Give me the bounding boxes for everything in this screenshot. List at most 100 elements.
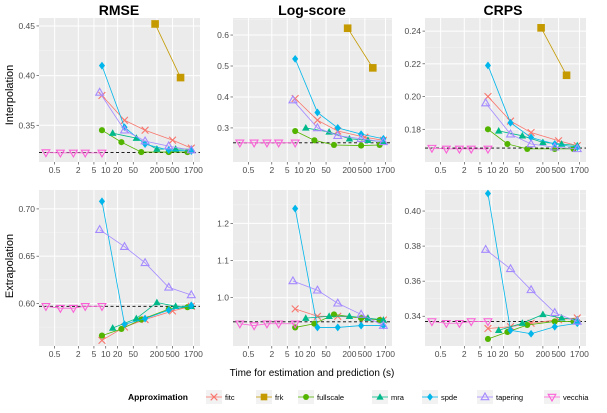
x-tick-label: 2 xyxy=(269,165,274,175)
point-mra xyxy=(494,326,503,333)
x-tick-label: 20 xyxy=(499,349,509,359)
x-tick-label: 200 xyxy=(150,349,164,359)
point-tapering xyxy=(312,122,323,132)
series-line-vecchia xyxy=(431,321,488,324)
y-tick-label: 0.24 xyxy=(404,26,421,36)
x-tick-label: 200 xyxy=(342,349,356,359)
point-vecchia xyxy=(454,145,465,155)
point-fullscale xyxy=(292,127,299,135)
y-tick-label: 0.65 xyxy=(18,251,35,261)
point-vecchia xyxy=(483,145,493,155)
point-fullscale xyxy=(504,140,511,148)
legend-key-vecchia-marker xyxy=(547,393,557,403)
point-spde xyxy=(292,54,299,63)
legend-label: fullscale xyxy=(317,393,344,402)
x-tick-label: 5 xyxy=(92,349,97,359)
point-mra xyxy=(379,316,388,323)
series-line-frk xyxy=(347,28,374,69)
point-tapering xyxy=(186,289,197,299)
y-tick-label: 0.3 xyxy=(217,123,229,133)
point-tapering xyxy=(312,285,323,294)
series-line-vecchia xyxy=(45,305,102,309)
y-tick-label: 0.35 xyxy=(18,120,35,130)
point-fullscale xyxy=(484,335,492,343)
point-tapering xyxy=(526,284,536,294)
point-mra xyxy=(108,129,117,136)
x-tick-label: 2 xyxy=(462,349,467,359)
point-tapering xyxy=(288,94,298,104)
point-tapering xyxy=(140,135,150,145)
point-spde xyxy=(98,61,106,70)
y-tick-label: 1.0 xyxy=(217,293,229,303)
x-tick-label: 2 xyxy=(76,165,81,175)
y-tick-label: 0.22 xyxy=(404,59,421,69)
point-spde xyxy=(528,133,535,142)
point-mra xyxy=(518,131,527,139)
point-vecchia xyxy=(483,318,493,327)
point-fitc xyxy=(141,126,149,135)
point-fullscale xyxy=(118,325,125,333)
point-mra xyxy=(494,126,503,134)
y-tick-label: 0.4 xyxy=(217,92,229,102)
y-tick-label: 0.20 xyxy=(404,92,421,102)
point-vecchia xyxy=(68,304,79,314)
point-vecchia xyxy=(80,303,91,312)
point-vecchia xyxy=(68,149,79,159)
panel-interpolation-log-score: 0.3 0.4 0.5 0.6 0.5 2 5 10 20 50 200 500 1700 xyxy=(217,18,395,175)
point-tapering xyxy=(356,133,366,143)
point-tapering xyxy=(332,298,343,307)
point-tapering xyxy=(572,316,583,325)
point-tapering xyxy=(505,128,516,138)
point-mra xyxy=(132,314,141,322)
point-mra xyxy=(518,319,527,326)
point-tapering xyxy=(119,241,130,250)
legend-key-spde-marker xyxy=(427,393,433,401)
point-fullscale xyxy=(98,127,106,134)
point-tapering xyxy=(140,257,150,267)
x-tick-label: 5 xyxy=(285,349,290,359)
point-tapering xyxy=(505,263,516,273)
point-tapering xyxy=(163,282,174,291)
series-line-frk xyxy=(154,23,181,78)
panel-interpolation-crps: 0.18 0.20 0.22 0.24 0.5 2 5 10 20 50 200 500 1700 xyxy=(404,18,589,175)
legend-label: frk xyxy=(275,393,284,402)
point-tapering xyxy=(378,136,389,146)
point-spde xyxy=(551,322,558,331)
point-mra xyxy=(153,298,161,306)
point-vecchia xyxy=(427,318,437,327)
point-frk xyxy=(537,24,545,32)
point-spde xyxy=(142,314,149,323)
legend-item-mra: mra xyxy=(372,390,405,404)
point-fitc xyxy=(120,116,129,125)
point-spde xyxy=(358,321,365,330)
legend-item-fullscale: fullscale xyxy=(298,390,344,404)
point-vecchia xyxy=(262,139,272,148)
point-tapering xyxy=(119,125,130,134)
x-tick-label: 10 xyxy=(101,165,111,175)
y-tick-label: 0.18 xyxy=(404,124,421,134)
legend-item-frk: frk xyxy=(256,390,284,404)
point-fitc xyxy=(98,336,106,345)
y-tick-label: 0.40 xyxy=(18,71,35,81)
point-spde xyxy=(334,323,341,332)
point-vecchia xyxy=(454,319,465,329)
legend-label: mra xyxy=(391,393,405,402)
x-tick-label: 200 xyxy=(536,165,550,175)
panel-extrapolation-rmse: 0.60 0.65 0.70 0.5 2 5 10 20 50 200 500 1700 xyxy=(18,190,203,359)
point-mra xyxy=(153,145,161,152)
point-vecchia xyxy=(441,319,452,329)
y-tick-label: 0.36 xyxy=(404,276,421,286)
series-line-tapering xyxy=(292,280,384,326)
point-mra xyxy=(325,312,333,320)
legend-key-fitc-marker xyxy=(210,393,218,401)
y-tick-label: 0.40 xyxy=(404,206,421,216)
x-tick-label: 50 xyxy=(321,349,331,359)
point-frk xyxy=(368,64,377,72)
point-mra xyxy=(171,302,180,310)
point-tapering xyxy=(163,140,174,150)
point-tapering xyxy=(572,143,583,153)
panel-extrapolation-crps: 0.34 0.36 0.38 0.40 0.5 2 5 10 20 50 200 500 1700 xyxy=(404,189,589,359)
point-fitc xyxy=(291,305,299,313)
point-fullscale xyxy=(358,142,365,149)
point-spde xyxy=(574,143,581,152)
